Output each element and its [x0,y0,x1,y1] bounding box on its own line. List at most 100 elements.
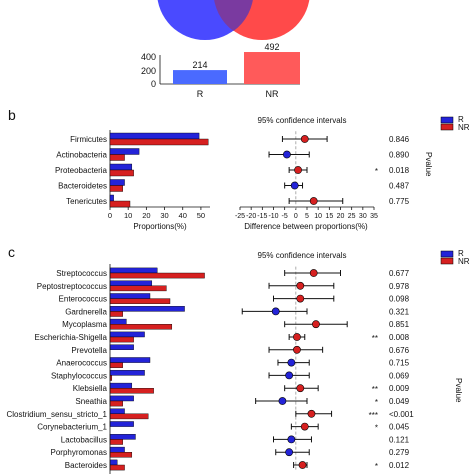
panel-c-bar-r [109,421,134,427]
panel-c-pvalue: 0.851 [389,320,410,329]
panel-c-bar-r [109,408,125,414]
panel-b-right-tick-label: -25 [235,213,245,220]
panel-b-bar-r [109,194,114,202]
panel-c-pvalue: 0.121 [389,435,410,444]
panel-b-legend-r-label: R [458,115,464,124]
panel-c-legend-nr-label: NR [458,257,470,266]
panel-b-bar-nr [109,200,131,208]
top-bar-nr [244,52,300,84]
panel-c-significance-star: *** [369,411,378,420]
panel-c-bar-r [109,306,185,312]
panel-c-bar-r [109,267,158,274]
panel-c-bar-r [109,318,127,325]
panel-c-significance-star: ** [372,385,378,394]
panel-c-pvalue: 0.676 [389,346,410,355]
panel-c-bar-nr [109,285,167,292]
top-ytick-label: 200 [141,66,156,76]
panel-c-legend-nr-swatch [440,257,454,265]
panel-c-bar-nr [109,388,154,394]
panel-c-ci-title: 95% confidence intervals [258,251,347,260]
top-value-label-r: 214 [192,60,207,70]
panel-b-difference-point [282,150,291,159]
panel-c-bar-nr [109,311,123,317]
panel-c-bar-r [109,382,133,389]
panel-b-right-tick-label: 10 [314,213,322,220]
panel-b-bar-nr [109,169,134,177]
panel-c-bar-r [109,280,153,286]
panel-c-bar-nr [109,362,123,368]
panel-c-pvalue: 0.098 [389,295,410,304]
panel-c-difference-point [307,409,316,418]
panel-c-category-label: Corynebacterium_1 [37,423,107,432]
panel-c-category-label: Staphylococcus [51,371,107,380]
panel-b-legend-r-swatch [440,116,454,124]
panel-c-pvalue: 0.069 [389,371,410,380]
panel-c-category-label: Gardnerella [65,307,107,316]
venn-overlap [214,0,253,31]
panel-b-pvalue-label: Pvalue [424,152,433,177]
panel-c-difference-point [285,371,294,380]
panel-c-pvalue: 0.049 [389,397,410,406]
panel-b-bar-nr [109,138,209,146]
panel-c-pvalue: 0.978 [389,282,410,291]
panel-c-category-label: Mycoplasma [62,320,107,329]
panel-b-pvalue: 0.846 [389,135,410,144]
panel-b-right-tick-label: -5 [282,213,288,220]
panel-c-category-label: Escherichia-Shigella [35,333,108,342]
panel-b-legend-nr-swatch [440,123,454,131]
panel-c-letter: c [8,244,15,260]
panel-c-category-label: Lactobacillus [61,435,107,444]
panel-c-pvalue: 0.321 [389,307,410,316]
panel-c-significance-star: * [375,462,378,471]
panel-c-bar-nr [109,452,133,458]
top-value-label-nr: 492 [264,42,279,52]
panel-b-right-tick-label: -20 [246,213,256,220]
panel-b-left-tick-label: 0 [108,211,112,220]
panel-b-bar-nr [109,154,125,161]
panel-c-legend-r-label: R [458,249,464,258]
panel-c-category-label: Peptostreptococcus [37,282,107,291]
panel-c-rows: Streptococcus 0.677 Peptostreptococcus 0.97… [7,264,414,474]
panel-c-difference-point [287,358,296,367]
panel-c-difference-point [287,435,296,444]
panel-c-category-label: Anaerococcus [56,359,107,368]
panel-c-significance-star: * [375,424,378,433]
panel-c-pvalue: 0.045 [389,423,410,432]
panel-b-ci-title: 95% confidence intervals [258,116,347,125]
panel-c-difference-point [278,397,287,405]
panel-c-difference-point [309,269,318,277]
panel-b-difference-point [309,197,318,205]
panel-c-bar-nr [109,298,171,304]
panel-b-pvalue: 0.018 [389,166,410,175]
top-ytick-label: 0 [151,79,156,89]
panel-c-pvalue: 0.008 [389,333,410,342]
panel-c-bar-r [109,331,145,338]
panel-c-difference-point [296,384,305,393]
panel-c-pvalue: 0.279 [389,448,410,457]
panel-b-left-tick-label: 30 [160,211,168,220]
panel-b-category-label: Actinobacteria [56,151,107,160]
panel-c-category-label: Bacteroides [65,461,107,470]
panel-b-category-label: Proteobacteria [55,166,108,175]
panel-b-letter: b [8,107,16,123]
panel-c-bar-nr [109,464,125,471]
panel-b-bar-r [109,148,140,155]
panel-b-category-label: Firmicutes [70,135,107,144]
panel-b-rows: Firmicutes 0.846 Actinobacteria 0.890 Proteo… [55,131,410,209]
panel-c-difference-point [312,320,320,329]
panel-b-right-tick-label: 5 [305,213,309,220]
panel-c-bar-r [109,434,136,440]
panel-c-bar-nr [109,324,173,330]
panel-c-difference-point [300,422,309,431]
panel-b-bar-nr [109,185,123,192]
top-bar-r [173,70,227,84]
panel-c-pvalue: 0.012 [389,461,410,470]
panel-b-xlabel-left: Proportions(%) [133,222,187,231]
top-category-label: NR [266,89,279,99]
panel-c-difference-point [296,281,305,290]
panel-b-difference-point [294,166,302,174]
panel-b-pvalue: 0.487 [389,182,410,191]
panel-b-left-tick-label: 10 [124,211,132,220]
panel-b-pvalue: 0.890 [389,151,410,160]
